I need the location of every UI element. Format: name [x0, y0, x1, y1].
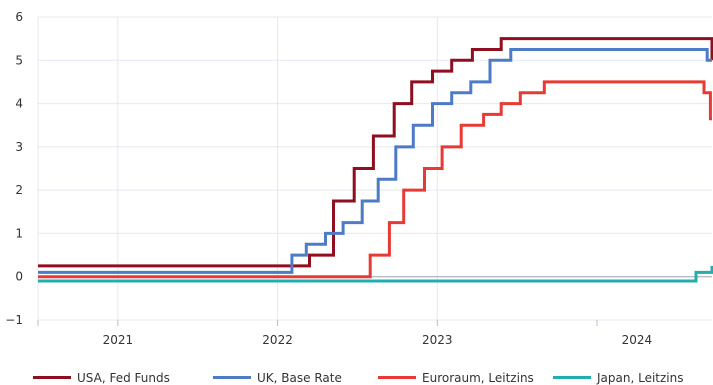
- legend-item: Japan, Leitzins: [553, 370, 683, 385]
- legend-swatch: [378, 376, 416, 379]
- y-tick-label: 0: [15, 270, 23, 284]
- x-tick-label: 2024: [622, 333, 653, 347]
- y-tick-label: 5: [15, 53, 23, 67]
- legend-label: USA, Fed Funds: [77, 370, 170, 385]
- y-tick-label: 1: [15, 226, 23, 240]
- y-tick-label: 2: [15, 183, 23, 197]
- legend-label: UK, Base Rate: [257, 370, 342, 385]
- legend-swatch: [553, 376, 591, 379]
- x-ticks: [37, 320, 598, 326]
- legend-swatch: [33, 376, 71, 379]
- series-line: [38, 265, 713, 283]
- y-tick-label: 3: [15, 140, 23, 154]
- legend-label: Euroraum, Leitzins: [422, 370, 534, 385]
- legend-swatch: [213, 376, 251, 379]
- legend: USA, Fed Funds UK, Base Rate Euroraum, Lei…: [0, 370, 713, 385]
- series-line: [38, 80, 712, 279]
- x-axis-labels: 2021 2022 2023 2024: [103, 333, 653, 347]
- y-tick-label: 4: [15, 97, 23, 111]
- legend-item: USA, Fed Funds: [33, 370, 170, 385]
- grid: [37, 16, 712, 321]
- y-axis-labels: −1 0 1 2 3 4 5 6: [5, 10, 23, 327]
- y-tick-label: −1: [5, 313, 23, 327]
- legend-item: Euroraum, Leitzins: [378, 370, 534, 385]
- x-tick-label: 2021: [103, 333, 134, 347]
- chart: −1 0 1 2 3 4 5 6 2021 2022 2023 2024: [5, 10, 713, 347]
- x-tick-label: 2023: [422, 333, 453, 347]
- series-line: [38, 37, 713, 268]
- legend-label: Japan, Leitzins: [597, 370, 684, 385]
- y-tick-label: 6: [15, 10, 23, 24]
- series-line: [38, 48, 712, 274]
- legend-item: UK, Base Rate: [213, 370, 342, 385]
- series-lines: [38, 37, 713, 283]
- x-tick-label: 2022: [262, 333, 293, 347]
